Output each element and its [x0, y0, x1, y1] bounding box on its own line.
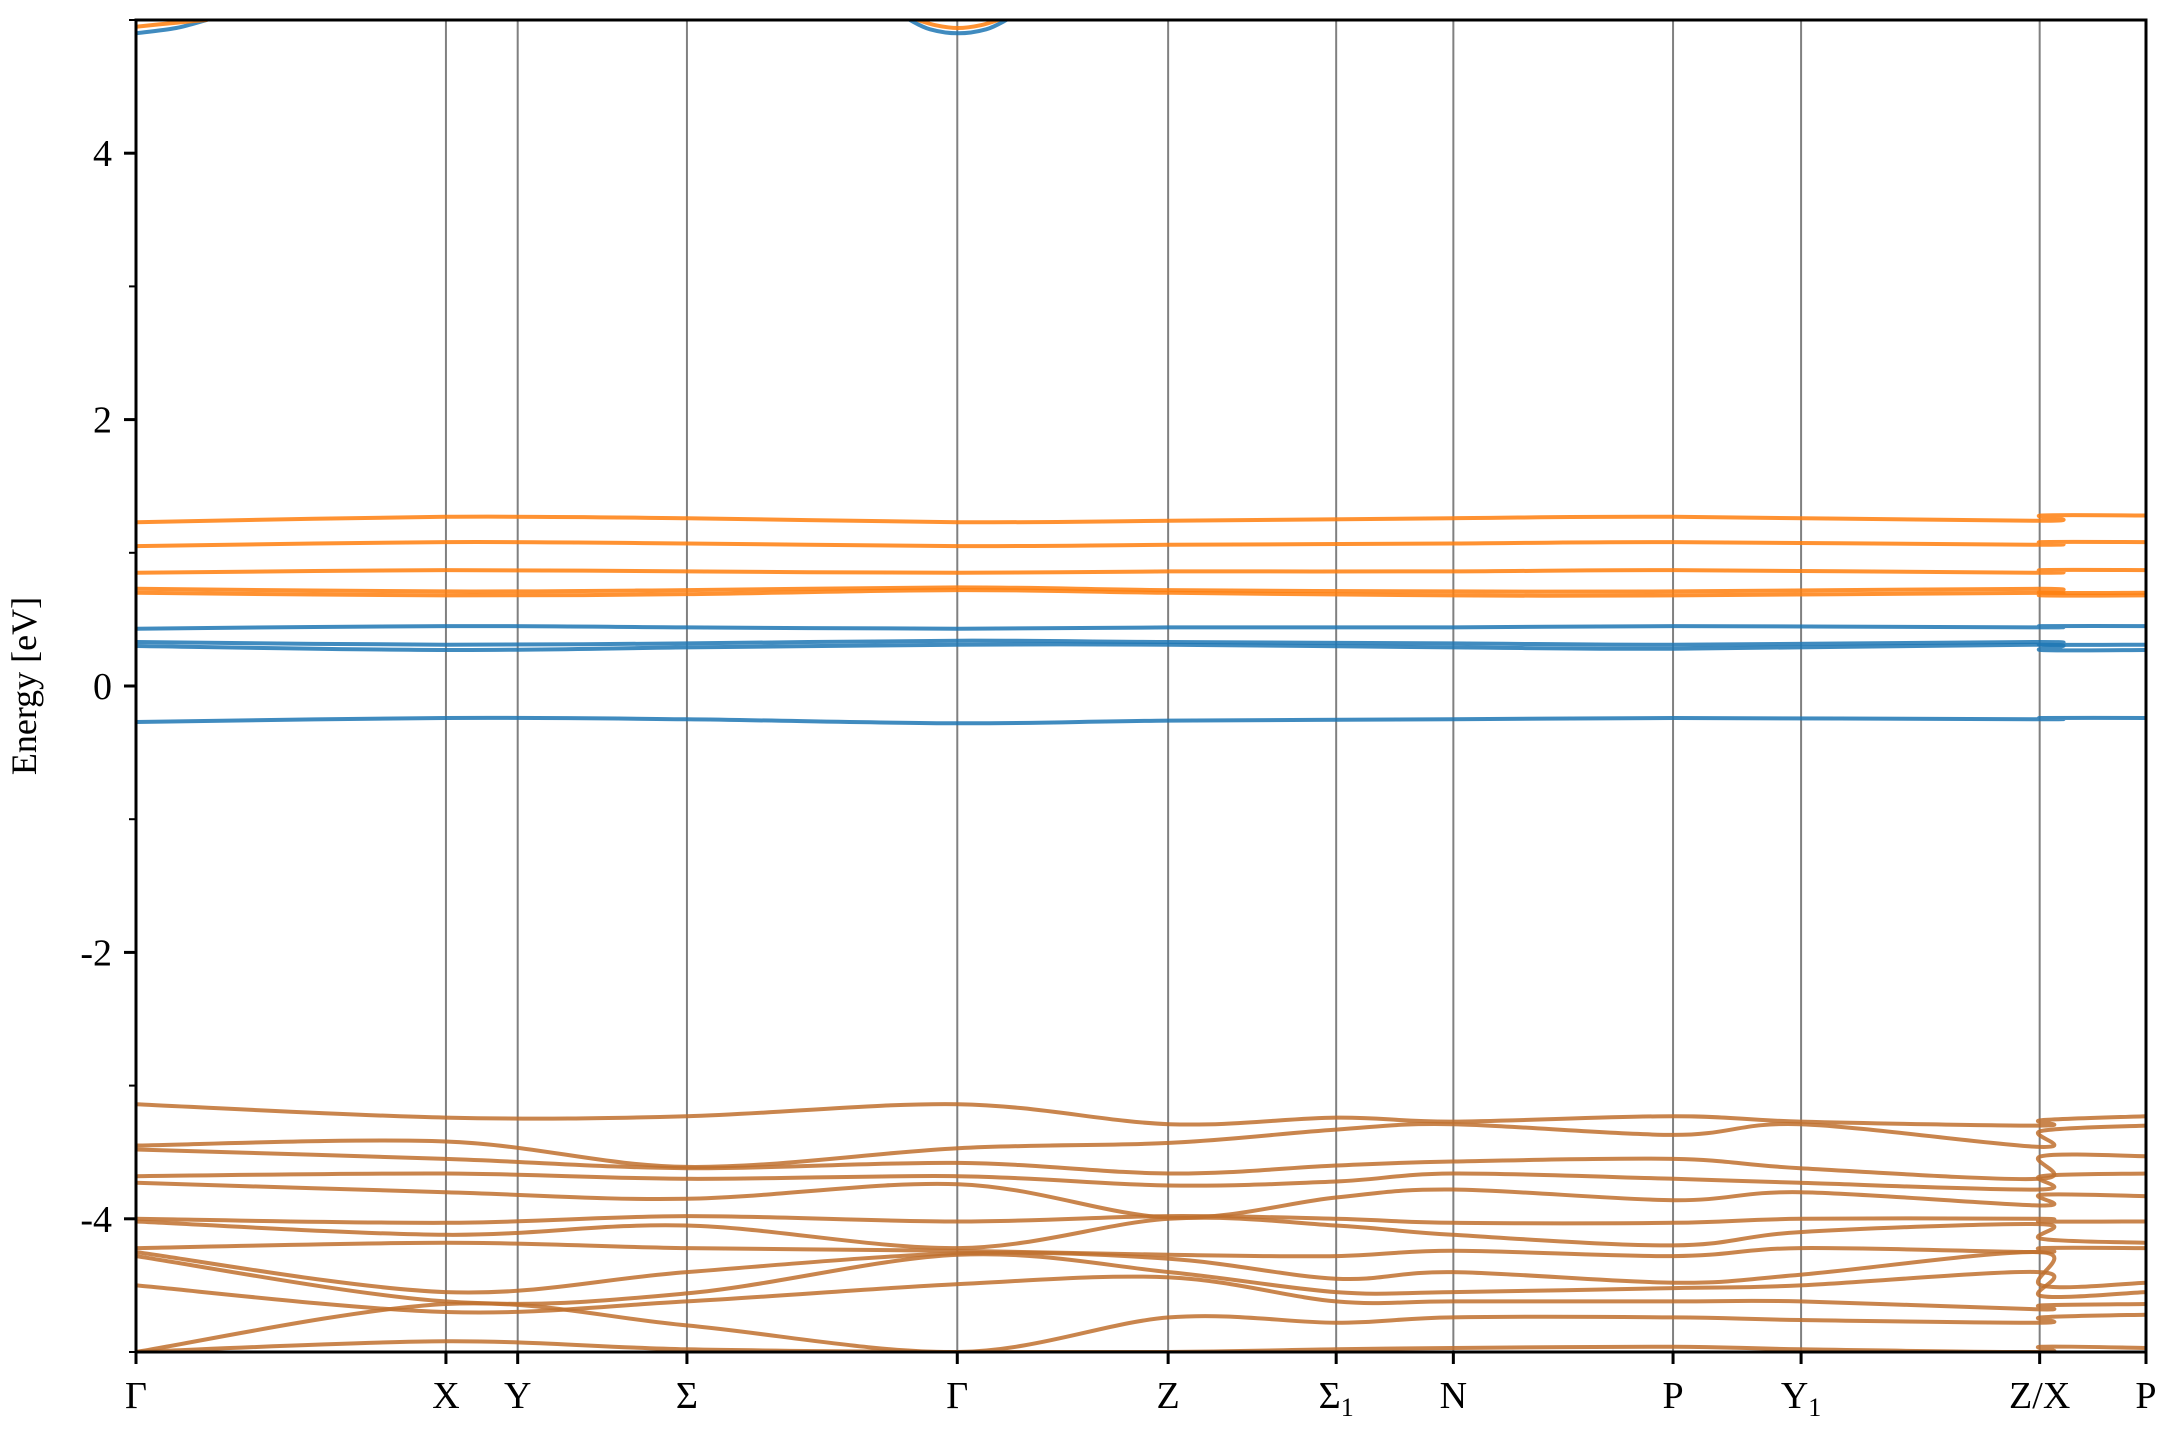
x-tick-label-3: Σ: [676, 1375, 698, 1417]
x-tick-label-text: Γ: [946, 1375, 968, 1417]
x-tick-label-text: Y: [1781, 1375, 1808, 1417]
x-tick-label-8: P: [1662, 1375, 1683, 1417]
y-tick-label-0: 4: [93, 133, 112, 175]
x-tick-label-0: Γ: [125, 1375, 147, 1417]
band-0: [136, 715, 2146, 726]
x-axis: Γ X Y Σ Γ Z Σ1 N P Y1 Z/X P: [125, 1352, 2157, 1422]
band-19: [136, 1215, 2146, 1251]
x-tick-label-10: Z/X: [2009, 1375, 2070, 1417]
y-tick-label-4: -4: [80, 1199, 112, 1241]
x-tick-label-subscript: 1: [1808, 1393, 1821, 1422]
band-25: [136, 1339, 2146, 1352]
band-22: [136, 1252, 2146, 1306]
x-tick-label-text: Z: [1157, 1375, 1180, 1417]
band-2: [136, 638, 2146, 647]
x-tick-label-text: Z/X: [2009, 1375, 2070, 1417]
band-7: [136, 539, 2146, 549]
band-16: [136, 1171, 2146, 1192]
x-tick-label-4: Γ: [946, 1375, 968, 1417]
x-tick-label-text: Γ: [125, 1375, 147, 1417]
x-tick-label-5: Z: [1157, 1375, 1180, 1417]
band-11: [907, 20, 1009, 36]
band-13: [136, 1102, 2146, 1128]
x-tick-label-text: P: [1662, 1375, 1683, 1417]
y-tick-label-3: -2: [80, 932, 112, 974]
plot-area: [134, 18, 2148, 1354]
x-tick-label-text: Y: [504, 1375, 531, 1417]
x-tick-label-text: N: [1440, 1375, 1467, 1417]
band-5: [136, 585, 2146, 596]
x-tick-label-2: Y: [504, 1375, 531, 1417]
band-24: [136, 1301, 2146, 1352]
x-tick-label-text: Σ: [1319, 1375, 1341, 1417]
x-tick-label-text: P: [2135, 1375, 2156, 1417]
plot-background: [136, 20, 2146, 1352]
x-tick-label-7: N: [1440, 1375, 1467, 1417]
band-23: [136, 1274, 2146, 1315]
band-17: [136, 1180, 2146, 1220]
x-tick-label-6: Σ1: [1319, 1375, 1354, 1422]
band-3: [136, 623, 2146, 631]
x-tick-label-text: Σ: [676, 1375, 698, 1417]
y-tick-label-2: 0: [93, 666, 112, 708]
band-18: [136, 1214, 2146, 1226]
band-lines: [136, 20, 2146, 1352]
band-6: [136, 567, 2146, 575]
band-21: [136, 1250, 2146, 1295]
band-14: [136, 1121, 2146, 1169]
band-group: [136, 20, 2146, 1352]
band-12: [915, 20, 1001, 31]
x-tick-label-11: P: [2135, 1375, 2156, 1417]
x-tick-label-text: X: [432, 1375, 459, 1417]
band-8: [136, 513, 2146, 525]
x-tick-label-9: Y1: [1781, 1375, 1821, 1422]
x-tick-label-subscript: 1: [1341, 1393, 1354, 1422]
y-axis: 4 2 0 -2 -4: [80, 19, 136, 1353]
band-15: [136, 1147, 2146, 1182]
x-tick-label-1: X: [432, 1375, 459, 1417]
y-axis-title: Energy [eV]: [4, 597, 44, 775]
y-tick-label-1: 2: [93, 400, 112, 442]
